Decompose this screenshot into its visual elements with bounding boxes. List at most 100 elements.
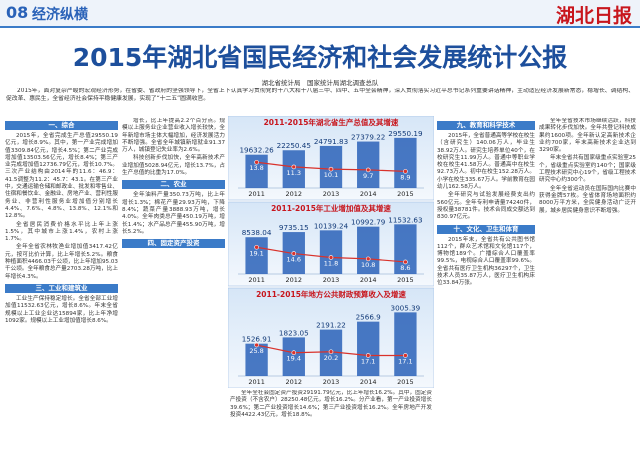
growth-label: 25.8 — [249, 347, 263, 355]
growth-label: 9.7 — [363, 172, 373, 180]
headline: 2015年湖北省国民经济和社会发展统计公报 — [72, 43, 568, 72]
bar — [357, 141, 380, 188]
growth-point — [403, 169, 408, 174]
column: 一、综合 2015年，全省完成生产总值29550.19亿元，增长8.9%。其中，第… — [5, 118, 118, 451]
bar — [245, 237, 268, 274]
x-tick-label: 2011 — [248, 378, 265, 386]
paragraph: 全年全省农林牧渔业增加值3417.42亿元，按可比价计算，比上年增长5.2%。粮… — [5, 244, 118, 280]
paragraph: 全省居民消费价格水平比上年上涨1.5%，其中城市上涨1.4%，农村上涨1.7%。 — [5, 221, 118, 243]
paragraph: 2015年，全省普通高等学校在校生（含研究生）140.06万人，毕业生38.92… — [437, 133, 535, 191]
growth-label: 14.6 — [287, 256, 301, 264]
growth-point — [365, 256, 371, 262]
bar-value-label: 24791.83 — [314, 137, 348, 146]
growth-point — [328, 166, 334, 172]
bar — [357, 321, 380, 376]
growth-point — [403, 259, 408, 265]
growth-label: 10.1 — [324, 171, 338, 179]
x-tick-label: 2012 — [286, 190, 303, 198]
bar-value-label: 8538.04 — [242, 228, 272, 237]
chart-title: 2011-2015年地方公共财政预算收入及增速 — [256, 289, 406, 299]
chart-title: 2011-2015年工业增加值及其增速 — [271, 203, 391, 213]
bar — [394, 312, 417, 376]
bar-value-label: 1526.91 — [242, 335, 272, 344]
column: 全年全社会固定资产投资29191.79亿元，比上年增长16.2%。其中，固定资产… — [230, 390, 432, 451]
x-tick-label: 2011 — [248, 190, 265, 198]
bar-value-label: 9735.15 — [279, 223, 309, 232]
growth-point — [291, 251, 297, 256]
growth-label: 11.3 — [287, 169, 301, 177]
growth-point — [254, 244, 259, 250]
bar-value-label: 19632.26 — [239, 146, 274, 155]
growth-label: 11.8 — [324, 259, 338, 267]
paragraph: 年末全省共有国家级重点实验室25个，省级重点实验室约140个；国家级工程技术研究… — [539, 155, 636, 184]
paragraph: 全年油料产量350.73万吨，比上年增长1.3%；棉花产量29.93万吨，下降8… — [122, 192, 225, 235]
x-tick-label: 2014 — [360, 378, 377, 386]
chart-title: 2011-2015年湖北省生产总值及其增速 — [264, 117, 399, 127]
bar — [357, 226, 380, 274]
intro: 2015年，面对复杂严峻的宏观经济形势，在省委、省政府的坚强领导下，全省上下认真… — [6, 88, 634, 112]
growth-point — [328, 349, 334, 355]
growth-point — [403, 353, 408, 358]
growth-point — [254, 342, 259, 348]
paragraph: 增长，比上年提高2.2个百分点。规模以上服务业企业营业收入增长较快，全年新增市场… — [122, 118, 225, 154]
bar — [282, 337, 305, 376]
logo: 湖北日报 — [555, 5, 632, 27]
section-heading: 四、固定资产投资 — [122, 239, 225, 249]
growth-label: 20.2 — [324, 354, 338, 362]
growth-point — [291, 350, 297, 356]
paragraph: 全年全社会固定资产投资29191.79亿元，比上年增长16.2%。其中，固定资产… — [230, 390, 432, 418]
bar — [245, 343, 268, 376]
x-tick-label: 2012 — [286, 378, 303, 386]
growth-label: 10.8 — [361, 261, 375, 269]
x-tick-label: 2014 — [360, 276, 377, 284]
growth-label: 13.8 — [249, 164, 263, 172]
bar-value-label: 29550.19 — [388, 129, 423, 138]
bar — [319, 230, 343, 274]
intro-text: 2015年，面对复杂严峻的宏观经济形势，在省委、省政府的坚强领导下，全省上下认真… — [6, 88, 634, 102]
paragraph: 全年全省技术市场继续活跃，科技成果转化步伐加快。全年共登记科技成果约1600项。… — [539, 118, 636, 154]
bar-value-label: 3005.39 — [391, 303, 421, 312]
section-heading: 一、综合 — [5, 121, 118, 130]
x-tick-label: 2013 — [323, 276, 340, 284]
paragraph: 2015年末，全省共有公共图书馆112个，群众艺术馆和文化馆117个，博物馆18… — [437, 236, 535, 287]
x-tick-label: 2012 — [286, 276, 303, 284]
bar-value-label: 10992.79 — [351, 218, 386, 227]
section-heading: 三、工业和建筑业 — [5, 283, 118, 293]
section-name: 经济纵横 — [32, 7, 88, 23]
x-tick-label: 2015 — [397, 190, 414, 198]
paragraph: 全年全省运动员在国际国内比赛中获得金牌57枚。全省体育场地面积约8000万平方米… — [539, 185, 636, 214]
bar-value-label: 11532.63 — [388, 215, 422, 224]
paragraph: 科技创新步伐加快，全年高新技术产业增加值5028.94亿元，增长13.7%，占生… — [122, 155, 225, 177]
growth-label: 17.1 — [361, 357, 375, 365]
x-tick-label: 2015 — [397, 276, 414, 284]
x-tick-label: 2015 — [397, 378, 414, 386]
byline: 湖北省统计局 国家统计局湖北调查总队 — [261, 79, 379, 87]
bar-value-label: 2191.22 — [316, 321, 346, 330]
growth-point — [328, 255, 334, 260]
bar-value-label: 10139.24 — [314, 221, 349, 230]
growth-label: 17.1 — [398, 357, 412, 365]
paragraph: 全年研究与试验发展经费支出约560亿元。全年专利申请量74240件，授权量387… — [437, 192, 535, 221]
section-heading: 二、农业 — [122, 180, 225, 190]
top-banner: 08 经济纵横 湖北日报 — [0, 0, 640, 28]
bar-value-label: 27379.22 — [351, 133, 385, 142]
growth-point — [365, 353, 371, 358]
charts: 2011-2015年湖北省生产总值及其增速 2011 19632.26 2012 222… — [228, 116, 434, 388]
growth-point — [365, 167, 371, 173]
bar-value-label: 22250.45 — [277, 141, 311, 150]
x-tick-label: 2014 — [360, 190, 377, 198]
growth-label: 19.4 — [287, 355, 301, 363]
growth-point — [291, 164, 297, 170]
x-tick-label: 2013 — [323, 378, 340, 386]
growth-label: 19.1 — [249, 249, 263, 257]
growth-point — [254, 159, 259, 165]
section-heading: 九、教育和科学技术 — [437, 121, 535, 130]
x-tick-label: 2011 — [248, 276, 265, 284]
column: 增长，比上年提高2.2个百分点。规模以上服务业企业营业收入增长较快，全年新增市场… — [122, 118, 225, 451]
paragraph: 2015年，全省完成生产总值29550.19亿元，增长8.9%。其中，第一产业完… — [5, 133, 118, 220]
column: 九、教育和科学技术 2015年，全省普通高等学校在校生（含研究生）140.06万人… — [437, 118, 535, 451]
bar-value-label: 2566.9 — [356, 313, 382, 322]
x-tick-label: 2013 — [323, 190, 340, 198]
column: 全年全省技术市场继续活跃，科技成果转化步伐加快。全年共登记科技成果约1600项。… — [539, 118, 636, 451]
